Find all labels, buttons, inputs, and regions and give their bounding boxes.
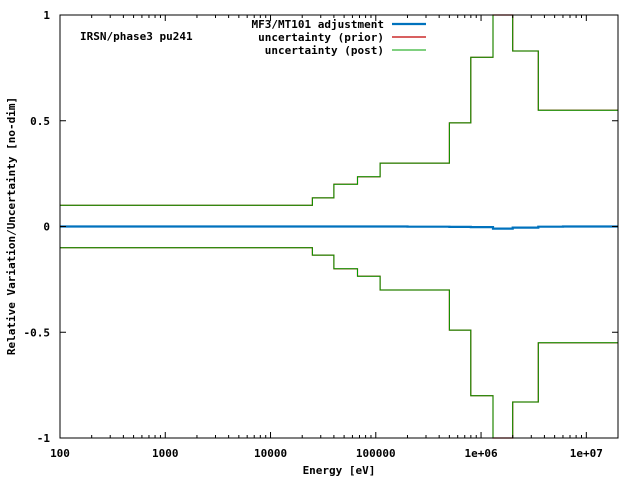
x-tick-label: 10000 — [254, 447, 287, 460]
plot-lines — [60, 14, 618, 439]
ticks — [59, 14, 618, 439]
y-axis-title: Relative Variation/Uncertainty [no-dim] — [5, 97, 18, 355]
y-tick-label: 0.5 — [30, 115, 50, 128]
legend-label: MF3/MT101 adjustment — [252, 18, 384, 31]
x-tick-label: 1e+06 — [464, 447, 497, 460]
series-line-uncertainty-prior-negative — [60, 247, 618, 439]
y-tick-label: 1 — [43, 9, 50, 22]
legend-label: uncertainty (prior) — [258, 31, 384, 44]
y-tick-label: 0 — [43, 221, 50, 234]
chart-annotation: IRSN/phase3 pu241 — [80, 30, 193, 43]
legend-label: uncertainty (post) — [265, 44, 384, 57]
x-tick-label: 100000 — [356, 447, 396, 460]
tick-labels: -1 -0.5 0 0.5 1 100 1000 10000 100000 1e+06 1e+07 — [24, 9, 603, 460]
x-tick-label: 1e+07 — [570, 447, 603, 460]
y-tick-label: -1 — [37, 432, 51, 445]
series-line-mf3-mt101-adjustment — [60, 225, 618, 230]
series-line-uncertainty-post — [60, 14, 618, 206]
y-tick-label: -0.5 — [24, 326, 51, 339]
series-line-uncertainty-post-negative — [60, 247, 618, 439]
x-tick-label: 100 — [50, 447, 70, 460]
x-tick-label: 1000 — [152, 447, 179, 460]
x-axis-title: Energy [eV] — [303, 464, 376, 477]
